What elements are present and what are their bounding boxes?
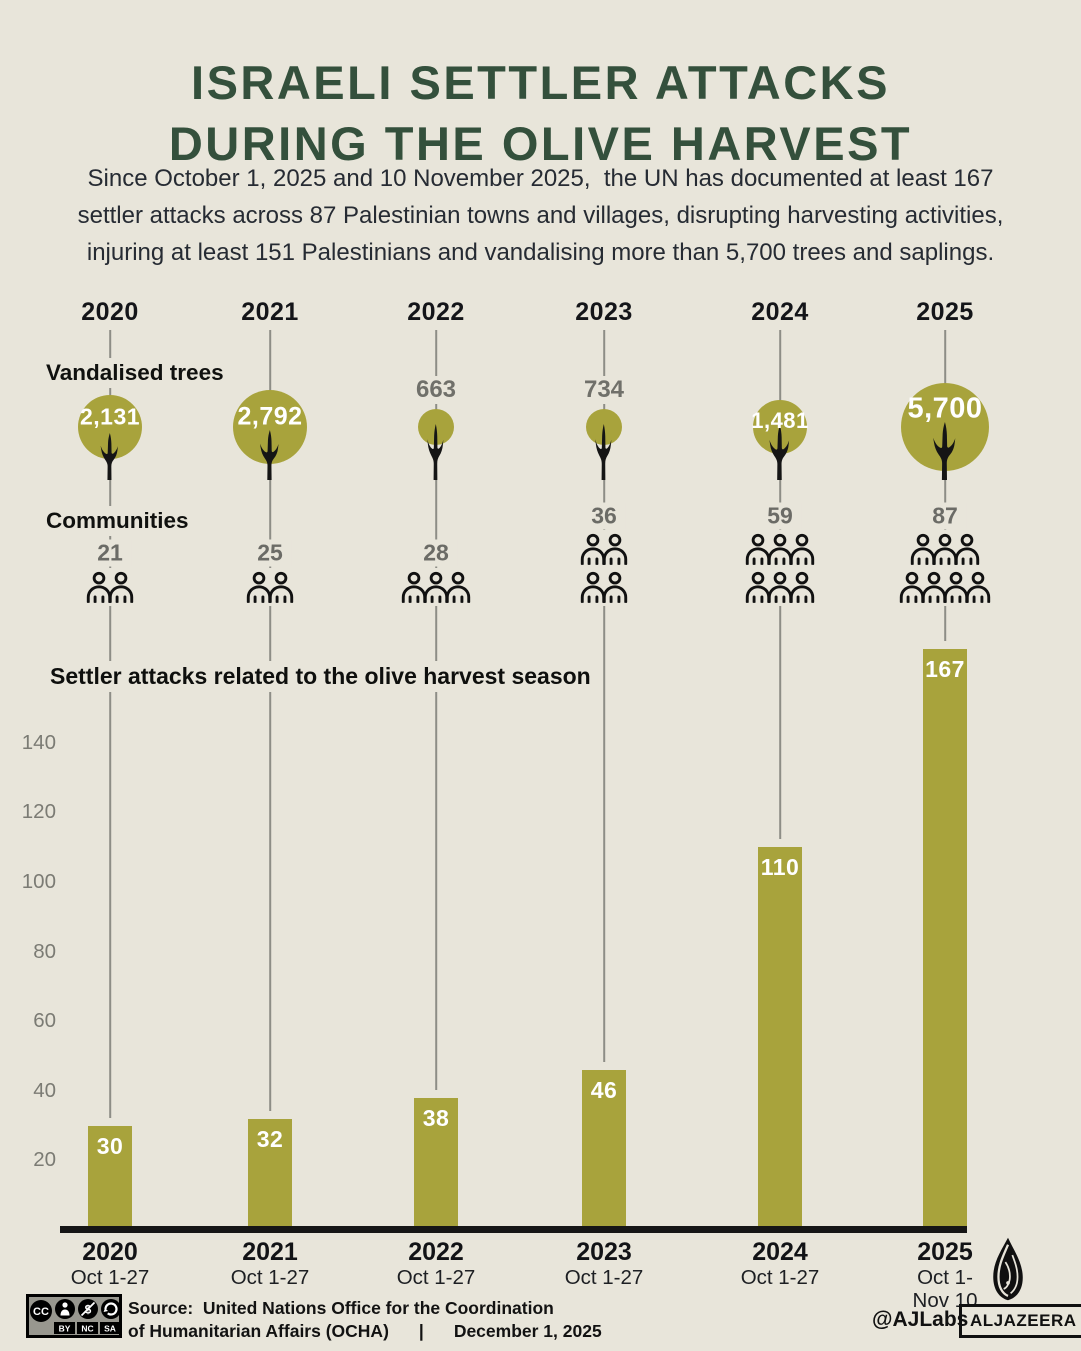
attack-bar-2022: 38 (414, 1098, 458, 1226)
tree-trunk-icon (926, 422, 963, 480)
source-text: Source: United Nations Office for the Co… (128, 1297, 602, 1342)
person-icon (601, 570, 629, 604)
page-title-line1: ISRAELI SETTLER ATTACKS (191, 56, 890, 109)
x-year-2020: 2020 (82, 1238, 138, 1266)
ajlabs-credit: @AJLabs (872, 1308, 969, 1331)
x-year-2022: 2022 (408, 1238, 464, 1266)
page-subtitle: Since October 1, 2025 and 10 November 20… (0, 160, 1081, 271)
person-icon (267, 570, 295, 604)
tree-value-2024: 1,481 (751, 408, 809, 433)
communities-icons-2025 (896, 530, 994, 606)
y-tick-60: 60 (33, 1009, 56, 1032)
attack-bar-2025: 167 (923, 649, 967, 1226)
year-label-2025: 2025 (916, 298, 974, 326)
x-range-2021: Oct 1-27 (230, 1266, 310, 1289)
year-label-2024: 2024 (751, 298, 809, 326)
tree-trunk-icon (422, 424, 449, 480)
person-icon (788, 570, 816, 604)
tree-value-2022: 663 (409, 376, 463, 404)
y-tick-100: 100 (21, 870, 56, 893)
x-year-2025: 2025 (917, 1238, 973, 1266)
communities-icons-2024 (742, 530, 818, 606)
person-icon (444, 570, 472, 604)
y-tick-40: 40 (33, 1079, 56, 1102)
x-axis-line (60, 1226, 967, 1233)
guide-line-2020 (109, 330, 111, 1118)
source-separator: | (418, 1320, 424, 1341)
tree-value-2023: 734 (577, 376, 631, 404)
person-icon (601, 532, 629, 566)
x-year-2021: 2021 (242, 1238, 298, 1266)
subtitle-line: settler attacks across 87 Palestinian to… (77, 202, 1004, 229)
guide-line-2022 (435, 330, 437, 1090)
page-title-line2: DURING THE OLIVE HARVEST (168, 117, 913, 170)
x-range-2020: Oct 1-27 (70, 1266, 150, 1289)
source-org: of Humanitarian Affairs (OCHA) (128, 1320, 389, 1341)
subtitle-line: injuring at least 151 Palestinians and v… (86, 239, 995, 266)
communities-value-2023: 36 (583, 502, 625, 530)
communities-icons-2022 (398, 568, 474, 606)
bar-value: 46 (590, 1077, 618, 1103)
guide-line-2023 (603, 330, 605, 1062)
x-year-2024: 2024 (752, 1238, 808, 1266)
attacks-chart-title: Settler attacks related to the olive har… (46, 661, 601, 692)
communities-label: Communities (46, 506, 197, 536)
y-tick-140: 140 (21, 731, 56, 754)
vandalised-trees-label: Vandalised trees (46, 358, 232, 388)
attack-bar-2021: 32 (248, 1119, 292, 1226)
communities-value-2025: 87 (924, 502, 966, 530)
guide-line-2025 (944, 330, 946, 641)
tree-value-2025: 5,700 (907, 392, 983, 425)
x-range-2022: Oct 1-27 (396, 1266, 476, 1289)
x-range-2023: Oct 1-27 (564, 1266, 644, 1289)
bar-value: 110 (760, 854, 800, 880)
person-icon (953, 532, 981, 566)
bar-value: 32 (256, 1126, 284, 1152)
x-year-2023: 2023 (576, 1238, 632, 1266)
tree-value-2021: 2,792 (237, 402, 303, 431)
tree-trunk-icon (95, 433, 124, 480)
bar-value: 30 (96, 1133, 124, 1159)
y-tick-80: 80 (33, 940, 56, 963)
publish-date: December 1, 2025 (453, 1320, 602, 1341)
communities-value-2020: 21 (89, 539, 131, 567)
page-title: ISRAELI SETTLER ATTACKS DURING THE OLIVE… (0, 52, 1081, 174)
source-line2: of Humanitarian Affairs (OCHA) | December … (128, 1320, 602, 1343)
bar-value: 167 (925, 656, 965, 682)
year-label-2022: 2022 (407, 298, 465, 326)
license-by-label: BY (59, 1324, 71, 1334)
communities-icons-2021 (243, 568, 297, 606)
license-nc-label: NC (81, 1324, 93, 1334)
communities-icons-2020 (83, 568, 137, 606)
subtitle-line: Since October 1, 2025 and 10 November 20… (87, 165, 994, 192)
y-tick-20: 20 (33, 1148, 56, 1171)
person-icon (107, 570, 135, 604)
year-label-2021: 2021 (241, 298, 299, 326)
person-icon (788, 532, 816, 566)
attack-bar-2023: 46 (582, 1070, 626, 1226)
year-label-2020: 2020 (81, 298, 139, 326)
communities-icons-2023 (577, 530, 631, 606)
svg-text:CC: CC (33, 1306, 49, 1318)
bar-value: 38 (422, 1105, 450, 1131)
attack-bar-2020: 30 (88, 1126, 132, 1226)
communities-value-2022: 28 (415, 539, 457, 567)
cc-license-badge: CC $ BY NC SA (26, 1294, 122, 1338)
person-icon (964, 570, 992, 604)
aljazeera-logo-icon (993, 1237, 1023, 1301)
x-range-2024: Oct 1-27 (740, 1266, 820, 1289)
communities-value-2021: 25 (249, 539, 291, 567)
tree-trunk-icon (254, 430, 285, 480)
year-label-2023: 2023 (575, 298, 633, 326)
aljazeera-wordmark: ALJAZEERA (959, 1304, 1081, 1338)
tree-trunk-icon (590, 424, 617, 480)
tree-value-2020: 2,131 (79, 403, 141, 430)
communities-value-2024: 59 (759, 502, 801, 530)
guide-line-2021 (269, 330, 271, 1111)
source-line1: Source: United Nations Office for the Co… (128, 1298, 554, 1318)
attack-bar-2024: 110 (758, 847, 802, 1226)
y-tick-120: 120 (21, 800, 56, 823)
license-sa-label: SA (104, 1324, 116, 1334)
